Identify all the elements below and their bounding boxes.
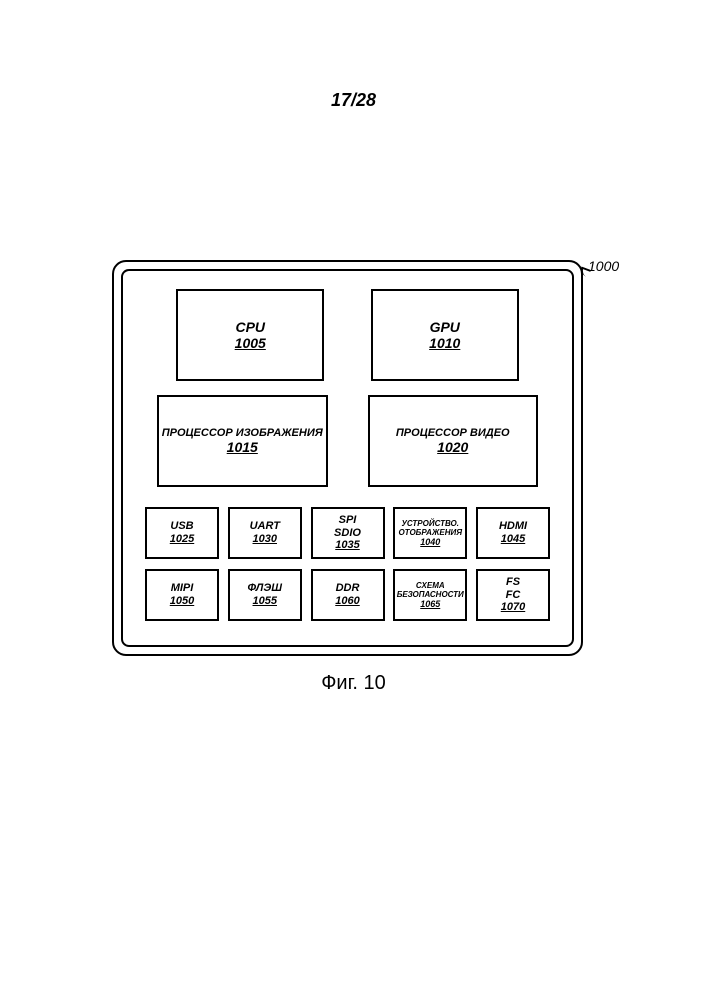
label-gpu: GPU <box>430 319 460 335</box>
label-image-processor: ПРОЦЕССОР ИЗОБРАЖЕНИЯ <box>162 427 323 440</box>
label-fs: FS <box>506 576 520 589</box>
chip-diagram: CPU 1005 GPU 1010 ПРОЦЕССОР ИЗОБРАЖЕНИЯ … <box>112 260 583 656</box>
label-ddr: DDR <box>336 582 360 595</box>
label-video-processor: ПРОЦЕССОР ВИДЕО <box>396 427 510 440</box>
block-mipi: MIPI 1050 <box>145 569 219 621</box>
label-security-1: СХЕМА <box>416 581 445 590</box>
page-number: 17/28 <box>331 90 376 111</box>
num-security: 1065 <box>420 599 440 609</box>
num-hdmi: 1045 <box>501 533 525 546</box>
num-uart: 1030 <box>253 533 277 546</box>
block-flash: ФЛЭШ 1055 <box>228 569 302 621</box>
label-hdmi: HDMI <box>499 520 527 533</box>
label-display-2: ОТОБРАЖЕНИЯ <box>398 528 462 537</box>
num-image-processor: 1015 <box>227 439 258 455</box>
num-spi-sdio: 1035 <box>335 539 359 552</box>
label-spi: SPI <box>339 514 357 527</box>
block-hdmi: HDMI 1045 <box>476 507 550 559</box>
row-processors-1: CPU 1005 GPU 1010 <box>145 289 550 381</box>
label-uart: UART <box>250 520 280 533</box>
label-security-2: БЕЗОПАСНОСТИ <box>397 590 464 599</box>
block-gpu: GPU 1010 <box>371 289 519 381</box>
num-fs-fc: 1070 <box>501 601 525 614</box>
num-display: 1040 <box>420 537 440 547</box>
chip-reference-number: 1000 <box>588 258 619 274</box>
block-usb: USB 1025 <box>145 507 219 559</box>
block-image-processor: ПРОЦЕССОР ИЗОБРАЖЕНИЯ 1015 <box>157 395 328 487</box>
chip-outer-border: CPU 1005 GPU 1010 ПРОЦЕССОР ИЗОБРАЖЕНИЯ … <box>112 260 583 656</box>
label-usb: USB <box>170 520 193 533</box>
label-mipi: MIPI <box>171 582 194 595</box>
num-cpu: 1005 <box>235 335 266 351</box>
label-flash: ФЛЭШ <box>247 582 282 595</box>
row-peripherals-1: USB 1025 UART 1030 SPI SDIO 1035 УСТРОЙС… <box>145 507 550 559</box>
block-uart: UART 1030 <box>228 507 302 559</box>
block-video-processor: ПРОЦЕССОР ВИДЕО 1020 <box>368 395 539 487</box>
label-fc: FC <box>506 589 521 602</box>
label-sdio: SDIO <box>334 527 361 540</box>
figure-caption: Фиг. 10 <box>321 672 386 695</box>
chip-inner-border: CPU 1005 GPU 1010 ПРОЦЕССОР ИЗОБРАЖЕНИЯ … <box>121 269 574 647</box>
num-video-processor: 1020 <box>437 439 468 455</box>
num-ddr: 1060 <box>335 595 359 608</box>
label-display-1: УСТРОЙСТВО. <box>402 519 459 528</box>
num-mipi: 1050 <box>170 595 194 608</box>
label-cpu: CPU <box>235 319 265 335</box>
block-display-device: УСТРОЙСТВО. ОТОБРАЖЕНИЯ 1040 <box>393 507 467 559</box>
block-security: СХЕМА БЕЗОПАСНОСТИ 1065 <box>393 569 467 621</box>
row-peripherals-2: MIPI 1050 ФЛЭШ 1055 DDR 1060 СХЕМА БЕЗОП… <box>145 569 550 621</box>
num-usb: 1025 <box>170 533 194 546</box>
block-cpu: CPU 1005 <box>176 289 324 381</box>
num-gpu: 1010 <box>429 335 460 351</box>
block-spi-sdio: SPI SDIO 1035 <box>311 507 385 559</box>
block-fs-fc: FS FC 1070 <box>476 569 550 621</box>
num-flash: 1055 <box>253 595 277 608</box>
row-processors-2: ПРОЦЕССОР ИЗОБРАЖЕНИЯ 1015 ПРОЦЕССОР ВИД… <box>145 395 550 487</box>
block-ddr: DDR 1060 <box>311 569 385 621</box>
